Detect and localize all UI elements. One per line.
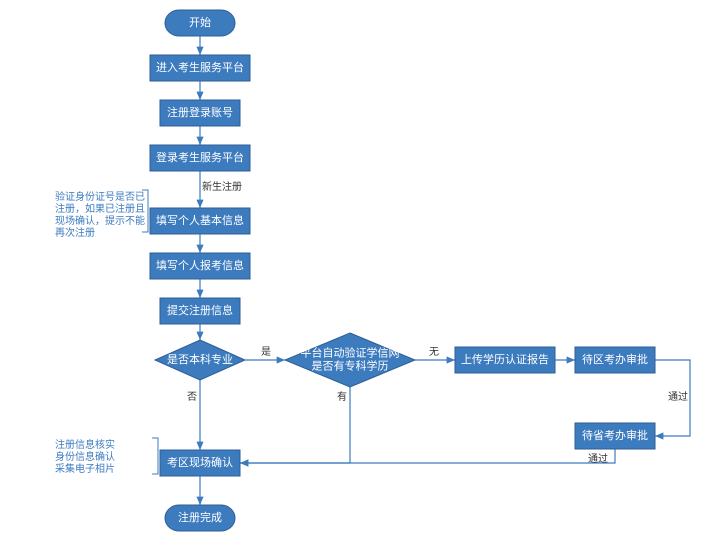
node-label: 填写个人报考信息 [156,258,244,272]
node-label: 平台自动验证学信网 [301,345,400,359]
annotation-line: 身份信息确认 [55,450,115,463]
annotation-line: 再次注册 [55,226,95,239]
node-n6: 提交注册信息 [160,298,240,324]
node-label: 注册登录账号 [167,105,233,119]
node-n5: 填写个人报考信息 [150,253,250,279]
node-n1: 进入考生服务平台 [150,55,250,81]
node-label: 是否本科专业 [167,352,233,366]
node-label: 登录考生服务平台 [156,150,244,164]
edge-label: 通过 [668,390,688,403]
annotation-bracket [152,438,158,474]
node-n3: 登录考生服务平台 [150,145,250,171]
annotation: 注册信息核实身份信息确认采集电子相片 [55,438,158,475]
edge-label: 通过 [588,452,608,465]
node-n8: 待区考办审批 [575,347,655,373]
node-d1: 是否本科专业 [155,340,245,380]
node-end: 注册完成 [165,505,235,531]
flowchart-canvas: 新生注册是无通过否有通过开始进入考生服务平台注册登录账号登录考生服务平台填写个人… [0,0,718,548]
node-label: 考区现场确认 [167,455,233,469]
node-label: 进入考生服务平台 [156,60,244,74]
node-label: 待区考办审批 [582,352,648,366]
edge-label: 新生注册 [202,180,242,193]
node-label: 提交注册信息 [167,303,233,317]
node-n7: 上传学历认证报告 [455,347,555,373]
node-n4: 填写个人基本信息 [150,208,250,234]
node-label: 填写个人基本信息 [156,213,244,227]
node-label: 是否有专科学历 [312,358,389,372]
nodes-layer: 开始进入考生服务平台注册登录账号登录考生服务平台填写个人基本信息填写个人报考信息… [150,10,655,531]
node-label: 上传学历认证报告 [461,352,549,366]
node-start: 开始 [165,10,235,36]
annotation-line: 注册，如果已注册且 [55,202,145,215]
edge-label: 有 [337,390,347,403]
annotation-line: 验证身份证号是否已 [55,190,145,203]
node-label: 注册完成 [178,510,222,524]
annotation-line: 注册信息核实 [55,438,115,451]
annotation-line: 采集电子相片 [55,462,115,475]
edge-n9-n10 [240,449,615,463]
annotation: 验证身份证号是否已注册，如果已注册且现场确认，提示不能再次注册 [55,190,148,239]
edge-d2-n10 [240,387,350,463]
node-n2: 注册登录账号 [160,100,240,126]
node-d2: 平台自动验证学信网是否有专科学历 [285,333,415,387]
node-label: 待省考办审批 [582,428,648,442]
edge-label: 是 [261,346,271,358]
node-label: 开始 [189,15,211,29]
edge-label: 无 [429,347,439,358]
node-n9: 待省考办审批 [575,423,655,449]
annotation-line: 现场确认，提示不能 [55,214,145,227]
edge-label: 否 [187,391,197,403]
node-n10: 考区现场确认 [160,450,240,476]
